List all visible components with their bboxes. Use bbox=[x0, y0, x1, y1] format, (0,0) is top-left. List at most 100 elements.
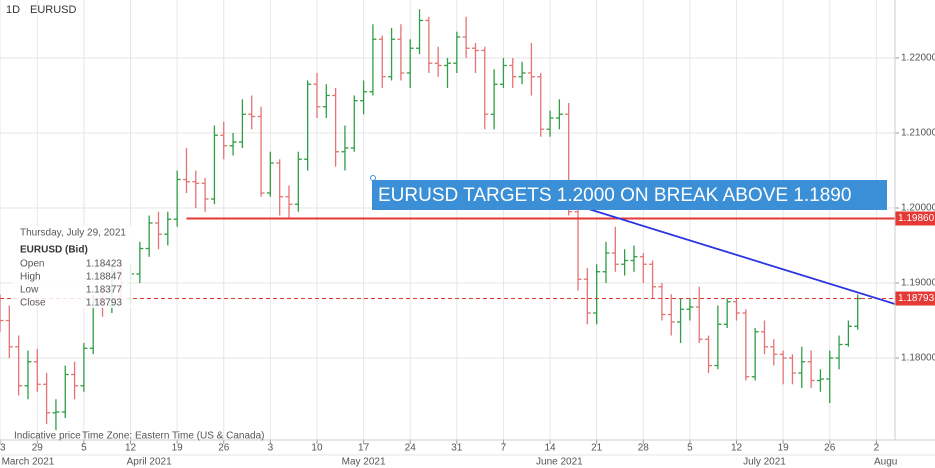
ohlc-bar bbox=[313, 72, 321, 118]
ohlc-bar bbox=[630, 245, 638, 272]
month-label: Augu bbox=[874, 457, 897, 468]
ohlc-bar bbox=[490, 69, 498, 130]
ohlc-bar bbox=[695, 286, 703, 344]
ohlc-bar bbox=[229, 132, 237, 156]
info-label: Open bbox=[20, 259, 44, 270]
annotation-anchor bbox=[370, 175, 376, 181]
ohlc-bar bbox=[304, 80, 312, 171]
month-label: May 2021 bbox=[342, 457, 386, 468]
symbol: EURUSD bbox=[30, 4, 77, 16]
info-label: Close bbox=[20, 298, 46, 309]
info-date: Thursday, July 29, 2021 bbox=[20, 228, 126, 239]
x-tick-label: 3 bbox=[268, 443, 274, 454]
x-tick-label: 29 bbox=[32, 443, 44, 454]
ohlc-bar bbox=[360, 80, 368, 115]
interval: 1D bbox=[6, 4, 20, 16]
ohlc-bar bbox=[52, 399, 60, 431]
y-tick-label: 1.18000 bbox=[901, 353, 935, 364]
ohlc-bar bbox=[210, 125, 218, 205]
x-tick-label: 24 bbox=[405, 443, 417, 454]
annotation: EURUSD TARGETS 1.2000 ON BREAK ABOVE 1.1… bbox=[378, 185, 851, 206]
ohlc-bar bbox=[24, 350, 32, 400]
y-tick-label: 1.21000 bbox=[901, 128, 935, 139]
ohlc-bar bbox=[164, 211, 172, 246]
ohlc-bar bbox=[192, 170, 200, 208]
x-tick-label: 19 bbox=[778, 443, 790, 454]
month-label: March 2021 bbox=[2, 457, 55, 468]
ohlc-bar bbox=[593, 264, 601, 325]
ohlc-bar bbox=[621, 249, 629, 276]
y-tick-label: 1.20000 bbox=[901, 203, 935, 214]
info-value: 1.18793 bbox=[86, 298, 123, 309]
x-tick-label: 5 bbox=[687, 443, 693, 454]
ohlc-bar bbox=[639, 253, 647, 284]
ohlc-bar bbox=[779, 350, 787, 385]
ohlc-bar bbox=[546, 110, 554, 137]
ohlc-bar bbox=[686, 298, 694, 321]
ohlc-bar bbox=[705, 335, 713, 374]
level-tag bbox=[895, 211, 935, 226]
ohlc-bar bbox=[15, 335, 23, 396]
info-box: Thursday, July 29, 2021 EURUSD (Bid) Ope… bbox=[12, 226, 132, 309]
info-background bbox=[12, 226, 132, 308]
x-tick-label: 7 bbox=[501, 443, 507, 454]
ohlc-bar bbox=[294, 151, 302, 212]
ohlc-bar bbox=[322, 84, 330, 118]
overlays: 1.19860 1.18793 EURUSD TARGETS 1.2000 ON B… bbox=[0, 175, 935, 306]
ohlc-bar bbox=[760, 320, 768, 355]
ohlc-bar bbox=[285, 185, 293, 220]
ohlc-bar bbox=[844, 320, 852, 347]
ohlc-bar bbox=[499, 57, 507, 88]
ohlc-bar bbox=[723, 298, 731, 329]
ohlc-bar bbox=[173, 170, 181, 227]
level-label: 1.19860 bbox=[898, 213, 935, 224]
ohlc-bar bbox=[276, 159, 284, 216]
ohlc-bar bbox=[388, 27, 396, 81]
trendline bbox=[577, 204, 896, 305]
ohlc-bar bbox=[658, 283, 666, 321]
ohlc-bar bbox=[201, 177, 209, 212]
ohlc-bar bbox=[611, 226, 619, 272]
month-label: July 2021 bbox=[743, 457, 786, 468]
x-tick-label: 12 bbox=[125, 443, 137, 454]
ohlc-bar bbox=[471, 42, 479, 73]
ohlc-bar bbox=[770, 339, 778, 366]
ohlc-bar bbox=[145, 215, 153, 257]
ohlc-bar bbox=[751, 328, 759, 381]
x-tick-label: 26 bbox=[824, 443, 836, 454]
ohlc-bar bbox=[826, 350, 834, 404]
info-value: 1.18423 bbox=[86, 259, 123, 270]
ohlc-bar bbox=[733, 298, 741, 321]
month-label: June 2021 bbox=[536, 457, 583, 468]
ohlc-bar bbox=[341, 125, 349, 171]
grid bbox=[0, 0, 899, 444]
x-tick-label: 21 bbox=[591, 443, 603, 454]
info-value: 1.18847 bbox=[86, 272, 123, 283]
x-tick-label: 14 bbox=[544, 443, 556, 454]
info-label: High bbox=[20, 272, 41, 283]
ohlc-bar bbox=[854, 294, 862, 330]
ohlc-bar bbox=[527, 42, 535, 96]
footer-note: Indicative price bbox=[14, 431, 81, 442]
ohlc-bar bbox=[220, 121, 228, 160]
ohlc-bar bbox=[182, 147, 190, 193]
ohlc-bar bbox=[43, 373, 51, 425]
ohlc-bar bbox=[154, 211, 162, 250]
ohlc-bar bbox=[555, 99, 563, 130]
ohlc-bar bbox=[816, 369, 824, 392]
ohlc-bar bbox=[798, 346, 806, 389]
x-tick-label: 2 bbox=[874, 443, 880, 454]
ohlc-bar bbox=[788, 354, 796, 385]
last-price-tag bbox=[895, 291, 935, 306]
ohlc-bar bbox=[61, 365, 69, 419]
ohlc-bar bbox=[369, 24, 377, 96]
ohlc-bar bbox=[257, 106, 265, 197]
x-tick-label: 10 bbox=[311, 443, 323, 454]
ohlc-bar bbox=[509, 57, 517, 88]
ohlc-bar bbox=[5, 305, 13, 359]
last-price-label: 1.18793 bbox=[898, 293, 935, 304]
ohlc-bar bbox=[742, 309, 750, 381]
ohlc-bar bbox=[602, 241, 610, 284]
ohlc-bar bbox=[266, 151, 274, 197]
